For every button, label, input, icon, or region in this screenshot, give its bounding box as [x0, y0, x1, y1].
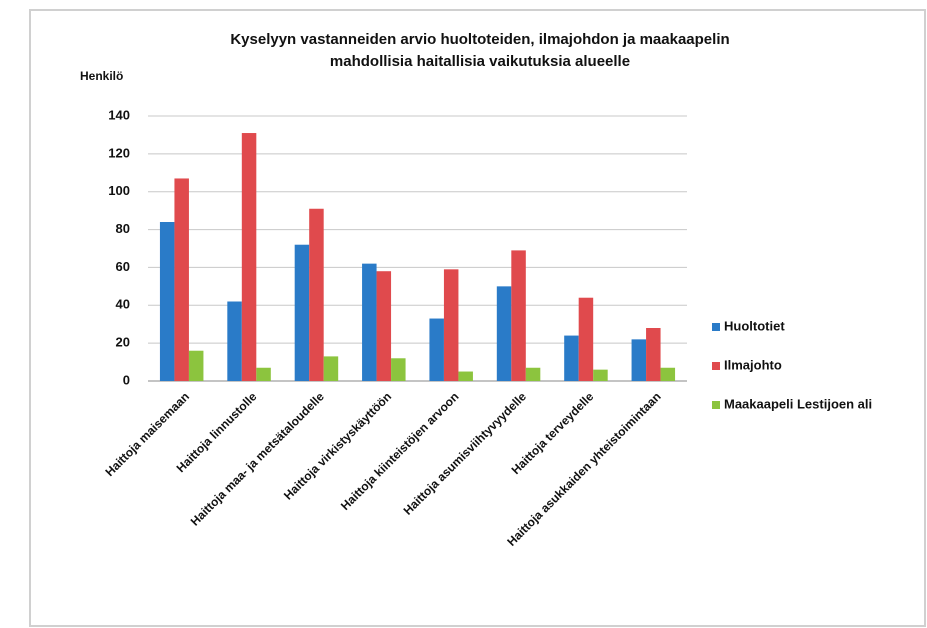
- bar: [660, 367, 676, 381]
- y-axis-label: Henkilö: [80, 69, 123, 83]
- bar: [256, 367, 271, 381]
- legend-swatch: [712, 401, 720, 409]
- bar: [496, 286, 512, 381]
- bar: [227, 301, 242, 381]
- legend-label: Maakaapeli Lestijoen ali: [724, 396, 872, 411]
- chart-title: mahdollisia haitallisia vaikutuksia alue…: [330, 53, 630, 70]
- chart-title: Kyselyyn vastanneiden arvio huoltoteiden…: [230, 31, 729, 48]
- y-tick-label: 80: [116, 221, 130, 236]
- bar: [578, 297, 594, 381]
- bar: [294, 244, 310, 381]
- bar: [646, 328, 661, 381]
- bar: [429, 318, 444, 381]
- bar: [159, 222, 175, 381]
- bar: [174, 178, 189, 381]
- legend-label: Huoltotiet: [724, 318, 785, 333]
- bar: [525, 367, 541, 381]
- bar: [458, 371, 473, 381]
- bar: [564, 335, 579, 381]
- y-tick-label: 0: [123, 372, 130, 387]
- y-tick-label: 100: [108, 183, 130, 198]
- bar: [376, 271, 392, 381]
- bar: [309, 208, 324, 381]
- y-tick-label: 120: [108, 145, 130, 160]
- bar: [511, 250, 526, 381]
- y-tick-label: 140: [108, 107, 130, 122]
- bar: [443, 269, 459, 381]
- bar: [631, 339, 647, 381]
- legend-swatch: [712, 323, 720, 331]
- bar: [593, 369, 608, 381]
- bar: [391, 358, 406, 381]
- y-tick-label: 20: [116, 335, 130, 350]
- y-tick-label: 60: [116, 259, 130, 274]
- y-tick-label: 40: [116, 297, 130, 312]
- bar: [362, 263, 377, 381]
- legend-label: Ilmajohto: [724, 357, 782, 372]
- bar: [241, 133, 257, 381]
- bar: [188, 350, 204, 381]
- bar: [323, 356, 339, 381]
- legend-swatch: [712, 362, 720, 370]
